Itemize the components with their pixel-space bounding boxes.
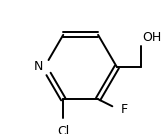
- Text: OH: OH: [142, 31, 162, 44]
- Text: F: F: [121, 103, 128, 116]
- Text: N: N: [34, 60, 43, 74]
- Text: Cl: Cl: [57, 125, 69, 134]
